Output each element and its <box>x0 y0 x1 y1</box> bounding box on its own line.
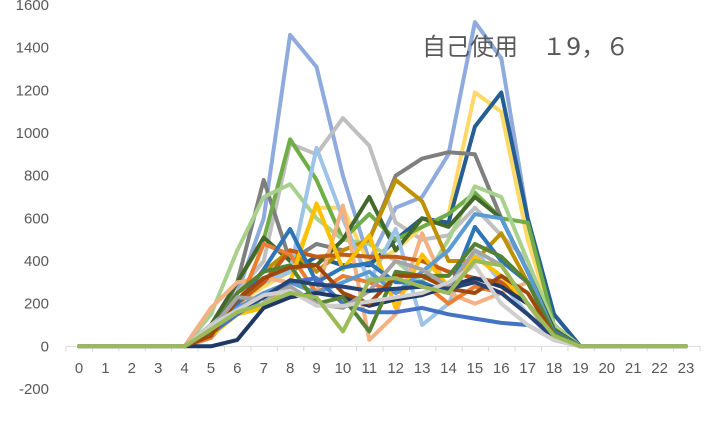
y-axis-ticks: -200 0 200 400 600 800 1000 1200 1400 1600 <box>16 0 49 398</box>
y-tick-label: 1200 <box>16 82 49 99</box>
y-tick-label: 600 <box>24 210 49 227</box>
series-line-6 <box>77 137 688 349</box>
y-tick-label: 0 <box>41 338 49 355</box>
x-tick-label: 13 <box>414 360 431 377</box>
chart-annotation: 自己使用 １9，６ <box>422 33 629 61</box>
x-tick-label: 9 <box>312 360 320 377</box>
y-tick-label: 200 <box>24 296 49 313</box>
x-tick-label: 23 <box>678 360 695 377</box>
x-tick-label: 17 <box>519 360 536 377</box>
x-tick-label: 0 <box>75 360 83 377</box>
x-tick-label: 8 <box>286 360 294 377</box>
y-tick-label: -200 <box>19 381 49 398</box>
y-tick-label: 1400 <box>16 40 49 57</box>
series-line-10 <box>77 145 688 349</box>
x-tick-label: 5 <box>207 360 215 377</box>
x-tick-label: 12 <box>387 360 404 377</box>
x-tick-label: 7 <box>260 360 268 377</box>
x-tick-label: 14 <box>440 360 457 377</box>
x-tick-label: 22 <box>651 360 668 377</box>
y-tick-label: 1000 <box>16 125 49 142</box>
x-tick-label: 4 <box>180 360 188 377</box>
series-line-9 <box>77 177 688 349</box>
x-tick-label: 1 <box>101 360 109 377</box>
x-tick-label: 2 <box>128 360 136 377</box>
y-tick-label: 1600 <box>16 0 49 14</box>
x-tick-label: 20 <box>598 360 615 377</box>
x-tick-label: 6 <box>233 360 241 377</box>
y-tick-label: 800 <box>24 168 49 185</box>
x-tick-label: 11 <box>362 360 378 377</box>
x-tick-label: 10 <box>335 360 352 377</box>
x-tick-label: 18 <box>546 360 563 377</box>
x-tick-label: 16 <box>493 360 510 377</box>
x-tick-label: 19 <box>572 360 589 377</box>
series-group <box>77 20 688 349</box>
x-axis-ticks: 0 1 2 3 4 5 6 7 8 9 10 11 12 13 14 15 16 17 18 19 20 21 22 23 <box>65 346 701 377</box>
series-line-24 <box>77 259 688 349</box>
y-tick-label: 400 <box>24 253 49 270</box>
x-tick-label: 15 <box>467 360 484 377</box>
x-tick-label: 21 <box>625 360 642 377</box>
x-tick-label: 3 <box>154 360 162 377</box>
